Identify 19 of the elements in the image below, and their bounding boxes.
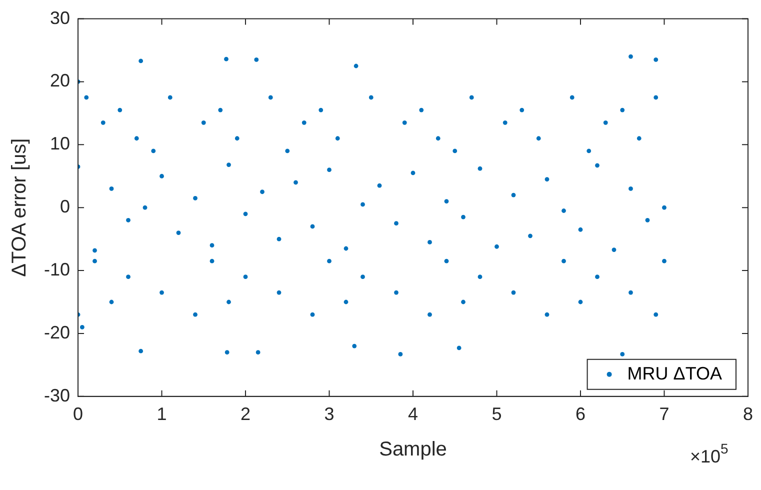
y-tick-label: -10 [44, 260, 70, 280]
x-tick-label: 4 [408, 404, 418, 424]
x-tick-label: 1 [156, 404, 167, 424]
y-tick-label: 20 [50, 70, 70, 91]
y-tick-label: 10 [50, 134, 70, 154]
x-axis-title: Sample [379, 438, 447, 461]
x-tick-label: 6 [575, 404, 586, 424]
legend-label: MRU ΔTOA [627, 363, 722, 384]
y-tick-label: 30 [50, 8, 70, 28]
x-tick-label: 2 [240, 404, 251, 424]
y-tick-label: -30 [44, 385, 70, 406]
x-tick-label: 7 [659, 404, 670, 424]
y-axis-title: ΔTOA error [us] [8, 138, 31, 277]
x-tick-label: 8 [742, 404, 753, 424]
y-tick-label: -20 [44, 322, 70, 342]
y-tick-label: 0 [60, 196, 70, 217]
x-tick-label: 0 [73, 404, 84, 424]
x-tick-label: 3 [324, 404, 334, 424]
x-tick-label: 5 [492, 404, 502, 424]
